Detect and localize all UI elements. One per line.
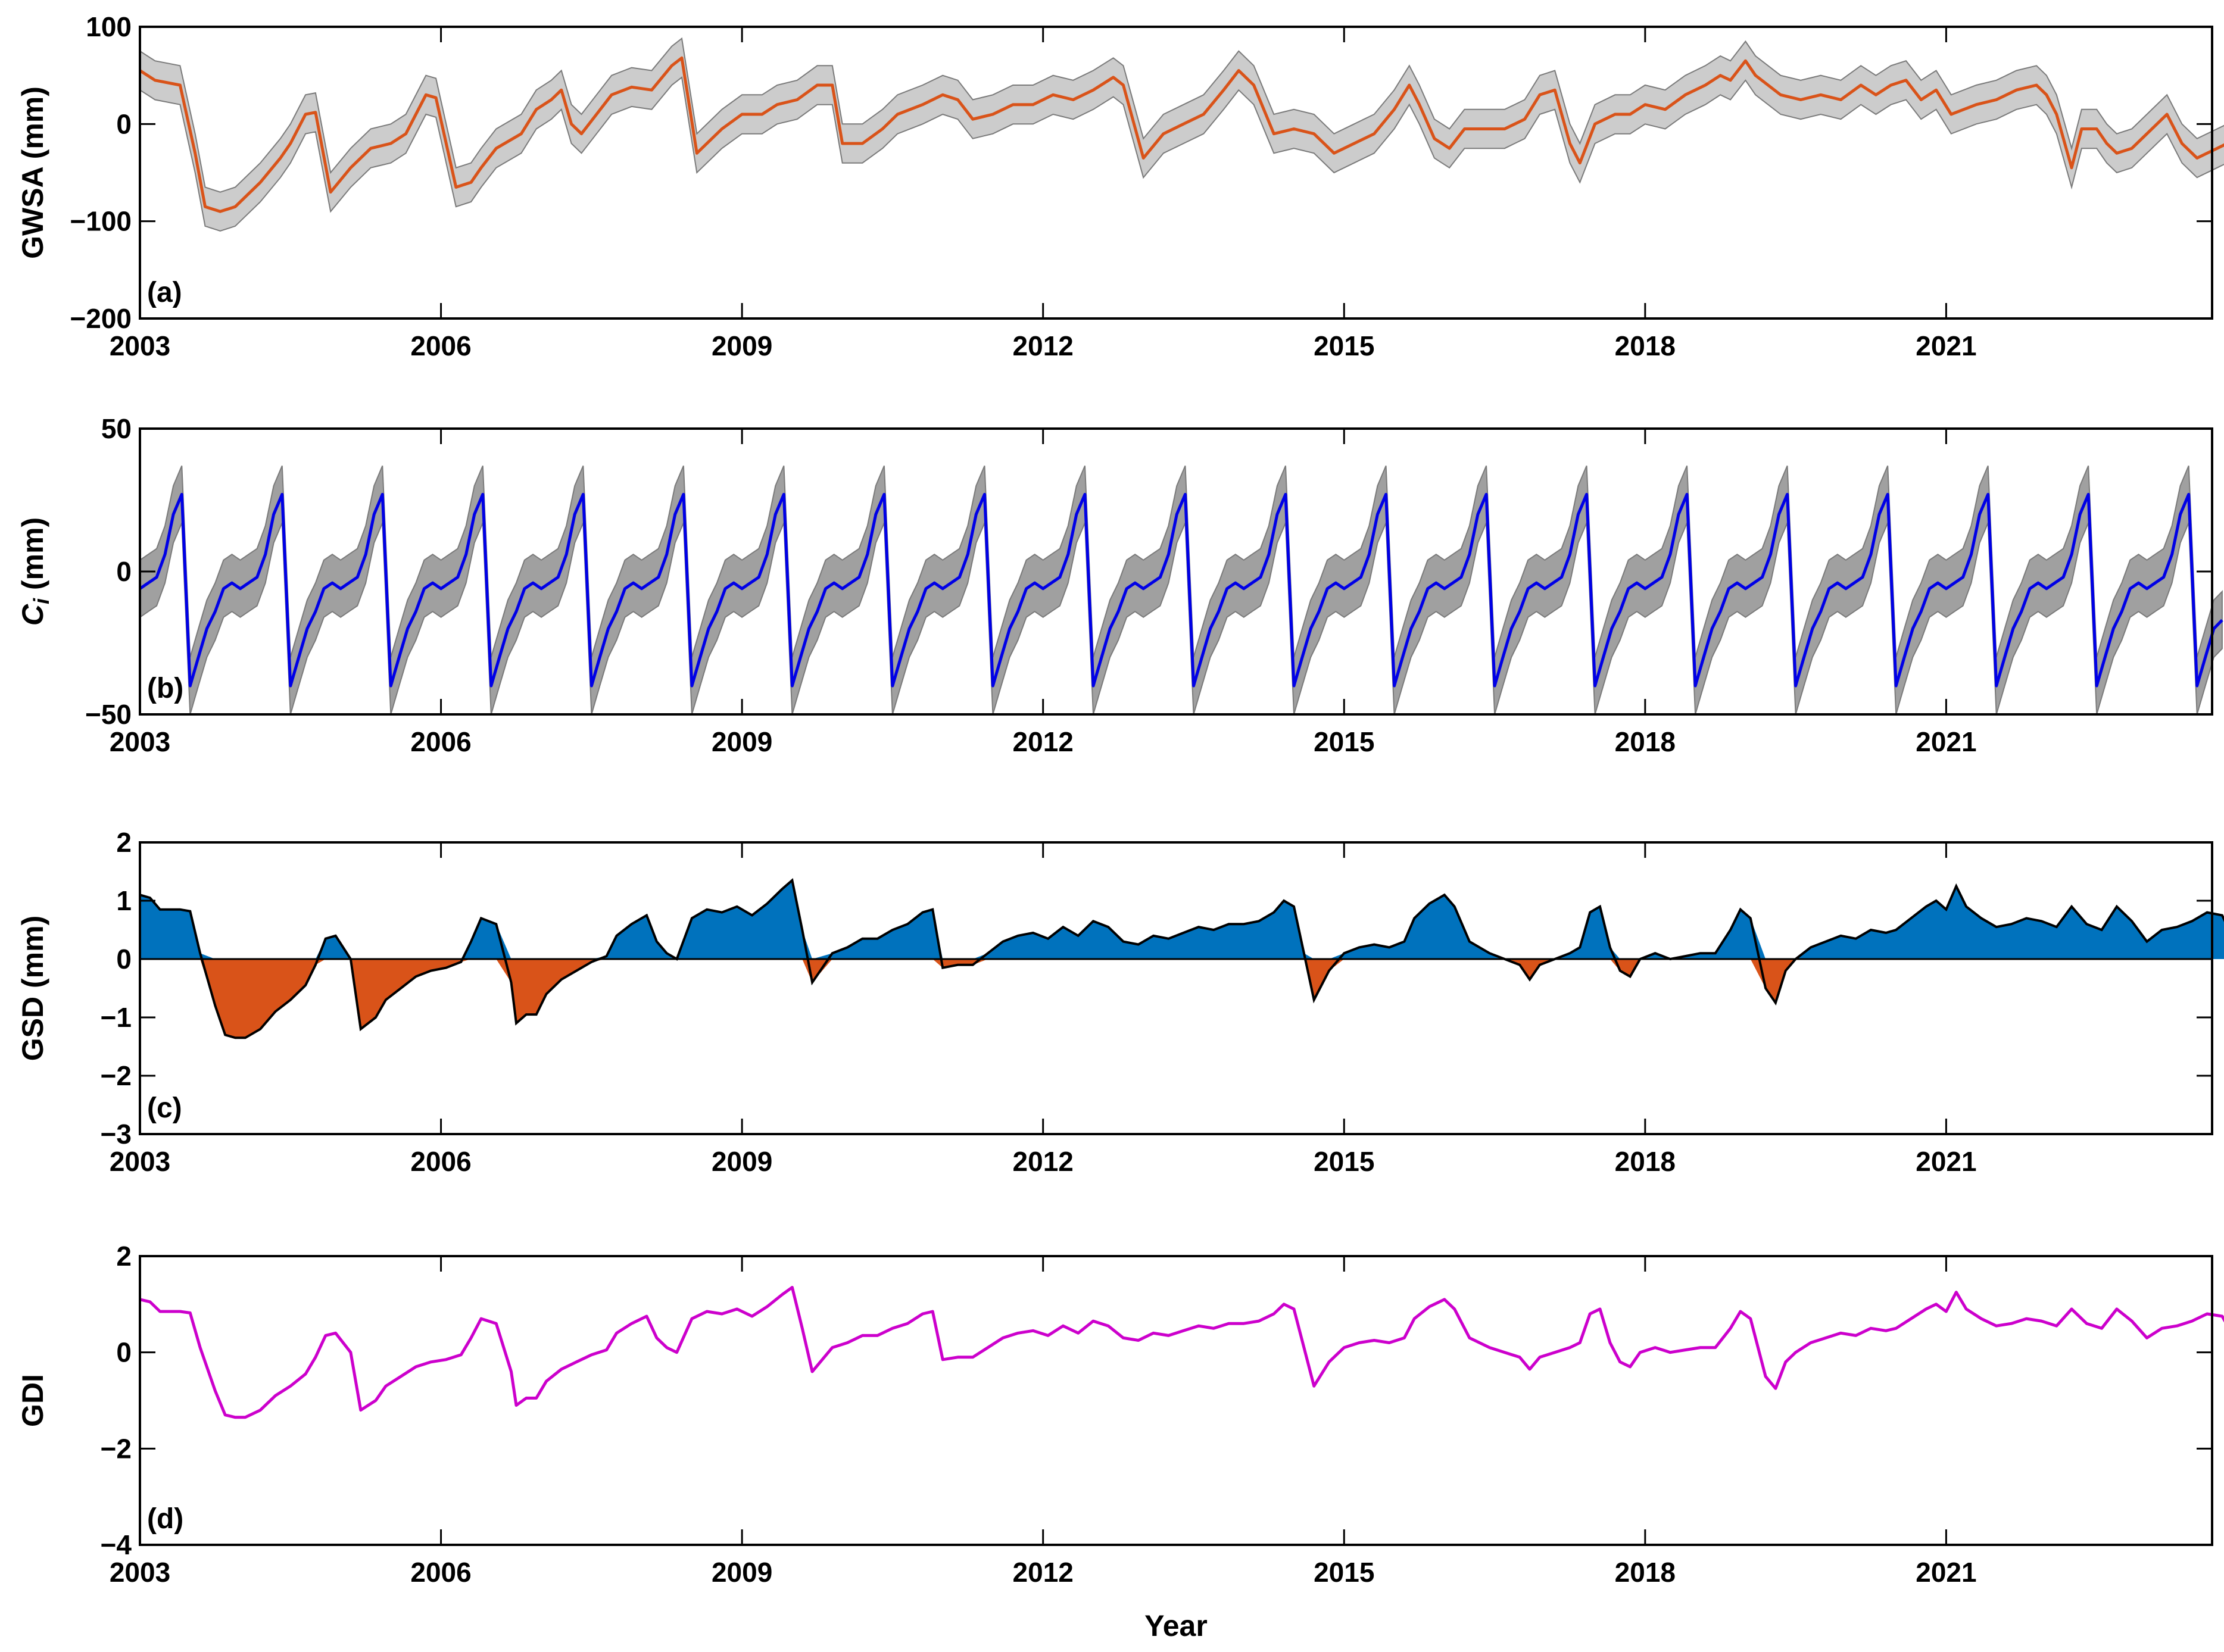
panel-c-y-tick-label: −1 [101, 1002, 132, 1033]
panel-d-x-tick-label: 2021 [1916, 1557, 1976, 1588]
panel-a-y-tick-label: −200 [70, 303, 132, 334]
panel-c-y-tick-label: 2 [116, 827, 132, 858]
panel-d-x-tick-label: 2012 [1013, 1557, 1074, 1588]
panel-c-label: (c) [147, 1092, 182, 1124]
panel-b-ci: 50 0 −50 2003 2006 2009 2012 2015 2018 2021 Ci (… [16, 413, 2223, 757]
panel-c-series-line [139, 877, 2224, 1039]
panel-d-x-tick-label: 2018 [1615, 1557, 1676, 1588]
panel-b-x-tick-label: 2015 [1314, 726, 1374, 757]
panel-a-series-line [139, 56, 2224, 213]
panel-c-y-tick-label: 0 [116, 944, 132, 975]
panel-b-ylabel-unit: (mm) [16, 517, 49, 598]
panel-d-x-tick-label: 2015 [1314, 1557, 1374, 1588]
panel-b-x-tick-label: 2006 [410, 726, 471, 757]
panel-d-frame [139, 1255, 2213, 1546]
panel-c-x-tick-label: 2009 [712, 1146, 772, 1177]
panel-b-ylabel-subscript: i [29, 598, 54, 604]
panel-b-y-tick-label: −50 [85, 699, 132, 730]
panel-a-y-tick-label: 100 [86, 11, 132, 42]
panel-a-gwsa: 100 0 −100 −200 2003 2006 2009 2012 2015 2018 202… [16, 11, 2224, 361]
panel-a-x-tick-label: 2006 [410, 330, 471, 361]
panel-d-y-tick-label: −2 [101, 1433, 132, 1464]
panel-d-y-tick-label: 0 [116, 1337, 132, 1368]
panel-b-series-line [139, 492, 2223, 688]
panel-a-y-tick-label: 0 [116, 108, 132, 139]
panel-c-surplus-area [140, 880, 2224, 959]
panel-c-y-tick-label: −2 [101, 1060, 132, 1091]
panel-a-x-tick-label: 2003 [110, 330, 170, 361]
panel-c-y-tick-label: −3 [101, 1119, 132, 1150]
panel-b-y-axis-label: Ci (mm) [16, 517, 54, 626]
panel-c-x-tick-label: 2015 [1314, 1146, 1374, 1177]
panel-d-y-tick-label: −4 [101, 1529, 132, 1560]
panel-a-y-tick-label: −100 [70, 206, 132, 237]
panel-b-y-tick-label: 0 [116, 556, 132, 587]
panel-c-frame [139, 841, 2213, 1135]
panel-d-y-axis-label: GDI [16, 1374, 49, 1427]
panel-d-y-tick-label: 2 [116, 1241, 132, 1272]
panel-c-x-tick-label: 2012 [1013, 1146, 1074, 1177]
panel-b-x-tick-label: 2018 [1615, 726, 1676, 757]
panel-b-label: (b) [147, 673, 183, 704]
panel-c-x-tick-label: 2006 [410, 1146, 471, 1177]
x-axis-label: Year [1144, 1609, 1208, 1642]
panel-a-x-tick-label: 2015 [1314, 330, 1374, 361]
panel-d-series-line [139, 1286, 2224, 1419]
panel-a-y-axis-label: GWSA (mm) [16, 86, 49, 259]
panel-d-x-tick-label: 2009 [712, 1557, 772, 1588]
panel-c-deficit-area [140, 959, 2224, 1038]
panel-c-gsd: 2 1 0 −1 −2 −3 2003 2006 2009 2012 2015 2018 2021 G… [16, 827, 2224, 1177]
panel-b-y-tick-label: 50 [101, 413, 132, 444]
panel-a-frame [139, 26, 2213, 320]
panel-b-x-tick-label: 2012 [1013, 726, 1074, 757]
panel-b-ylabel-symbol: C [16, 604, 49, 626]
panel-b-uncertainty-band [139, 466, 2223, 715]
panel-a-x-tick-label: 2012 [1013, 330, 1074, 361]
panel-c-x-tick-label: 2021 [1916, 1146, 1976, 1177]
panel-c-y-tick-label: 1 [116, 885, 132, 916]
panel-c-x-tick-label: 2018 [1615, 1146, 1676, 1177]
panel-d-x-tick-label: 2006 [410, 1557, 471, 1588]
panel-a-x-tick-label: 2021 [1916, 330, 1976, 361]
panel-a-x-tick-label: 2018 [1615, 330, 1676, 361]
panel-b-x-tick-label: 2003 [110, 726, 170, 757]
panel-c-y-axis-label: GSD (mm) [16, 916, 49, 1061]
panel-a-label: (a) [147, 277, 182, 308]
panel-b-x-tick-label: 2021 [1916, 726, 1976, 757]
panel-d-x-tick-label: 2003 [110, 1557, 170, 1588]
panel-b-x-tick-label: 2009 [712, 726, 772, 757]
panel-c-x-tick-label: 2003 [110, 1146, 170, 1177]
panel-a-x-tick-label: 2009 [712, 330, 772, 361]
panel-d-gdi: 20−2−4 2003 2006 2009 2012 2015 2018 2021 GDI … [16, 1241, 2224, 1588]
panel-d-label: (d) [147, 1503, 183, 1535]
